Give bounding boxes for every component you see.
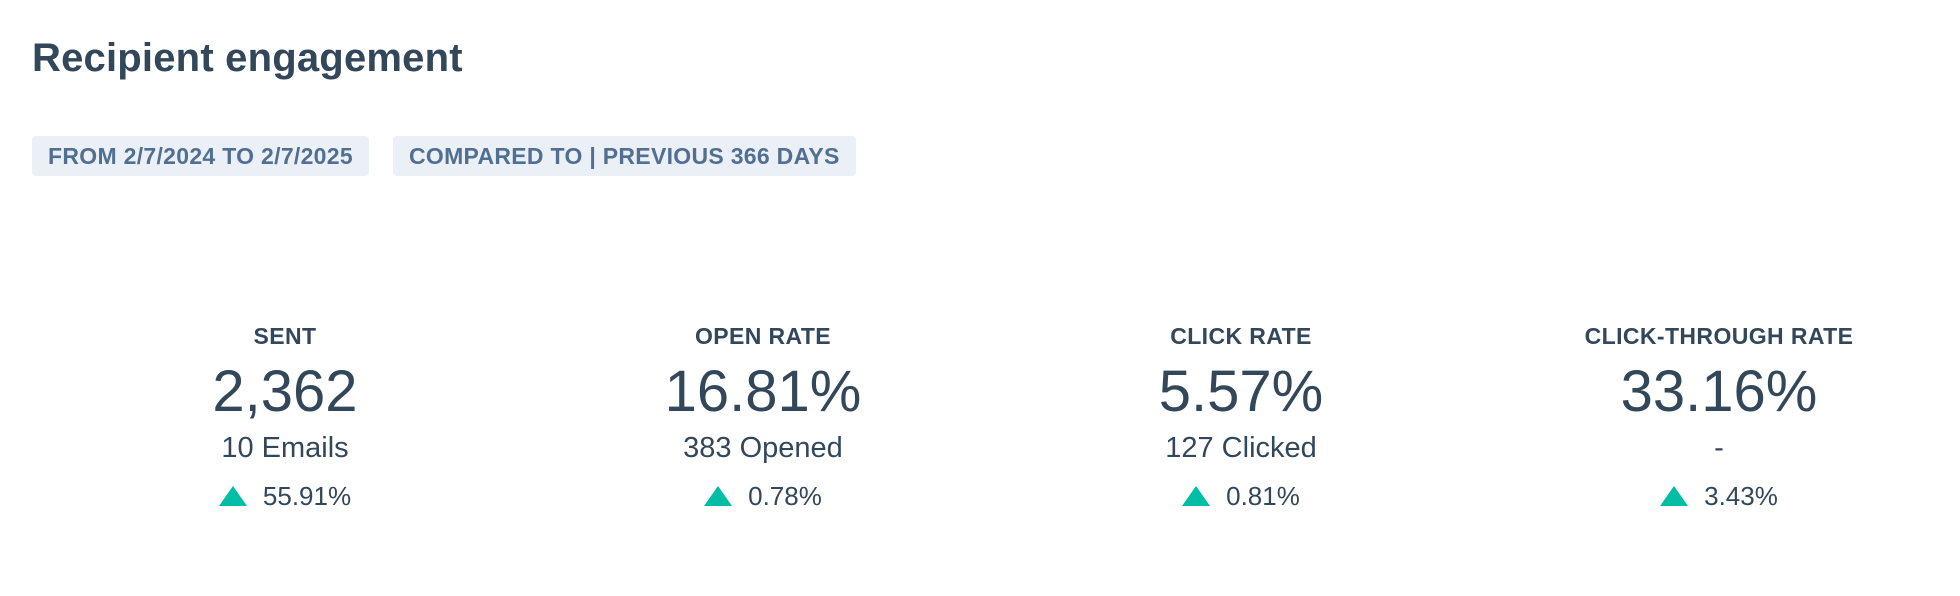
metric-subtext: -	[1714, 432, 1724, 464]
metric-change-value: 55.91%	[262, 481, 352, 511]
metric-open-rate: OPEN RATE 16.81% 383 Opened 0.78%	[553, 318, 973, 514]
triangle-up-icon	[1182, 478, 1211, 514]
date-range-filter[interactable]: FROM 2/7/2024 TO 2/7/2025	[32, 136, 369, 176]
metric-click-rate: CLICK RATE 5.57% 127 Clicked 0.81%	[1031, 318, 1451, 514]
triangle-up-icon	[1660, 478, 1689, 514]
metric-subtext: 127 Clicked	[1165, 432, 1317, 464]
filter-bar: FROM 2/7/2024 TO 2/7/2025 COMPARED TO | …	[32, 136, 856, 176]
metric-label: OPEN RATE	[694, 323, 832, 349]
metric-value: 2,362	[212, 359, 358, 424]
metric-sent: SENT 2,362 10 Emails 55.91%	[75, 318, 495, 514]
metric-change-value: 0.78%	[748, 481, 822, 511]
triangle-up-icon	[218, 478, 247, 514]
page-title: Recipient engagement	[32, 36, 463, 80]
metric-change: 3.43%	[1509, 478, 1929, 514]
metric-subtext: 10 Emails	[221, 432, 349, 464]
comparison-filter[interactable]: COMPARED TO | PREVIOUS 366 DAYS	[392, 136, 856, 176]
metric-label: CLICK-THROUGH RATE	[1584, 323, 1854, 349]
triangle-up-icon	[704, 478, 733, 514]
metric-value: 5.57%	[1158, 359, 1324, 424]
metric-subtext: 383 Opened	[683, 432, 843, 464]
metric-change: 55.91%	[75, 478, 495, 514]
metrics-row: SENT 2,362 10 Emails 55.91% OPEN RATE 16…	[0, 318, 1960, 538]
metric-label: CLICK RATE	[1170, 323, 1312, 349]
metric-label: SENT	[253, 323, 317, 349]
metric-change-value: 3.43%	[1704, 481, 1778, 511]
metric-value: 16.81%	[664, 359, 862, 424]
metric-change: 0.81%	[1031, 478, 1451, 514]
metric-change-value: 0.81%	[1226, 481, 1300, 511]
metric-click-through-rate: CLICK-THROUGH RATE 33.16% - 3.43%	[1509, 318, 1929, 514]
metric-value: 33.16%	[1620, 359, 1818, 424]
metric-change: 0.78%	[553, 478, 973, 514]
